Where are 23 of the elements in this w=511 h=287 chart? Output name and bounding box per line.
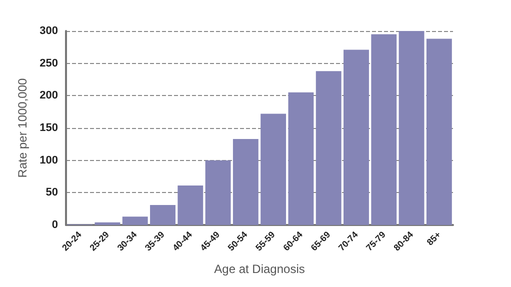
y-tick-label: 50 bbox=[46, 186, 58, 199]
y-tick-label: 250 bbox=[40, 57, 58, 70]
y-tick-label: 150 bbox=[40, 122, 58, 134]
bar bbox=[94, 222, 120, 225]
y-tick-label: 300 bbox=[40, 25, 58, 37]
y-axis-title: Rate per 1000,000 bbox=[16, 78, 30, 178]
y-tick-label: 100 bbox=[40, 154, 58, 166]
x-axis-title: Age at Diagnosis bbox=[214, 262, 305, 276]
bar bbox=[371, 34, 397, 225]
bar bbox=[178, 186, 204, 225]
bar bbox=[260, 114, 286, 225]
bar bbox=[398, 31, 424, 225]
bar bbox=[288, 92, 314, 225]
y-tick-label: 0 bbox=[52, 219, 58, 231]
bar bbox=[150, 204, 176, 225]
x-tick-label: 85+ bbox=[424, 229, 443, 248]
y-tick-label: 200 bbox=[40, 90, 58, 102]
bar bbox=[122, 216, 148, 225]
bar bbox=[426, 38, 452, 225]
bar bbox=[316, 71, 342, 225]
bar bbox=[205, 160, 231, 225]
bar bbox=[344, 50, 369, 225]
bar bbox=[232, 138, 258, 225]
